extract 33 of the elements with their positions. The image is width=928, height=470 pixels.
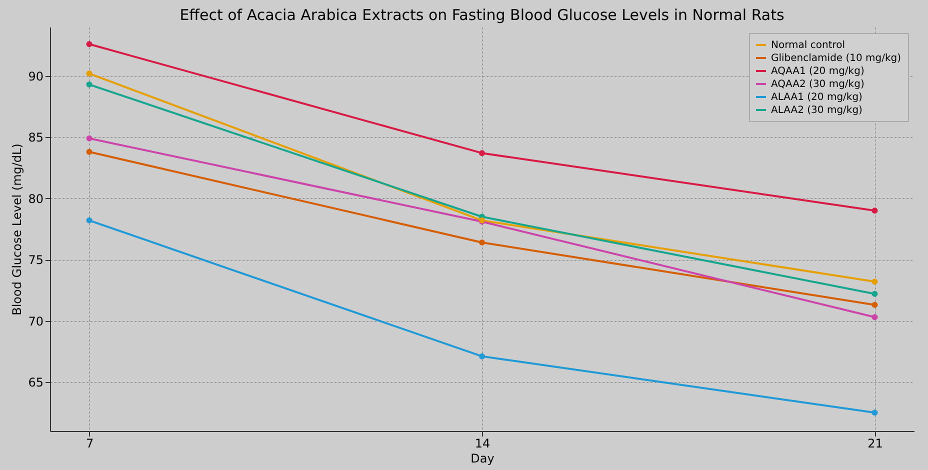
y-tick-label: 85 [28,130,44,145]
y-tick-label: 70 [28,314,44,328]
point [872,302,878,308]
x-tick-label: 21 [868,436,883,450]
x-tick-label: 14 [474,436,490,450]
legend-label: AQAA1 (20 mg/kg) [771,66,864,77]
point [479,150,485,156]
x-tick-label: 7 [86,436,94,450]
legend-label: ALAA1 (20 mg/kg) [771,92,863,103]
point [86,70,92,77]
point [86,82,92,88]
point [479,239,485,246]
chart-title: Effect of Acacia Arabica Extracts on Fasting Blood Glucose Levels in Normal Rats [180,6,784,24]
legend-label: Normal control [771,40,846,51]
y-axis-title: Blood Glucose Level (mg/dL) [10,144,24,316]
point [479,353,485,360]
legend-label: ALAA2 (30 mg/kg) [771,105,863,116]
point [86,135,92,142]
point [872,208,878,214]
legend-label: AQAA2 (30 mg/kg) [771,79,864,90]
point [86,148,92,155]
legend-label: Glibenclamide (10 mg/kg) [771,53,902,64]
y-tick-label: 75 [28,253,44,268]
point [86,41,92,48]
point [872,410,878,416]
point [872,290,878,297]
point [86,217,92,224]
y-tick-label: 80 [28,192,44,206]
y-tick-label: 90 [28,69,44,84]
point [872,278,878,285]
point [872,314,878,320]
x-axis-title: Day [470,452,494,466]
y-tick-label: 65 [28,376,44,390]
